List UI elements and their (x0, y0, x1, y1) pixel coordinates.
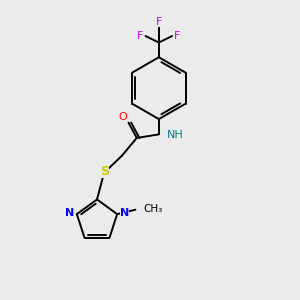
Text: CH₃: CH₃ (143, 204, 162, 214)
Text: F: F (174, 31, 181, 41)
Text: N: N (65, 208, 74, 218)
Text: S: S (100, 165, 109, 178)
Text: F: F (156, 17, 162, 27)
Text: F: F (137, 31, 143, 41)
Text: N: N (120, 208, 129, 218)
Text: NH: NH (167, 130, 184, 140)
Text: O: O (118, 112, 127, 122)
